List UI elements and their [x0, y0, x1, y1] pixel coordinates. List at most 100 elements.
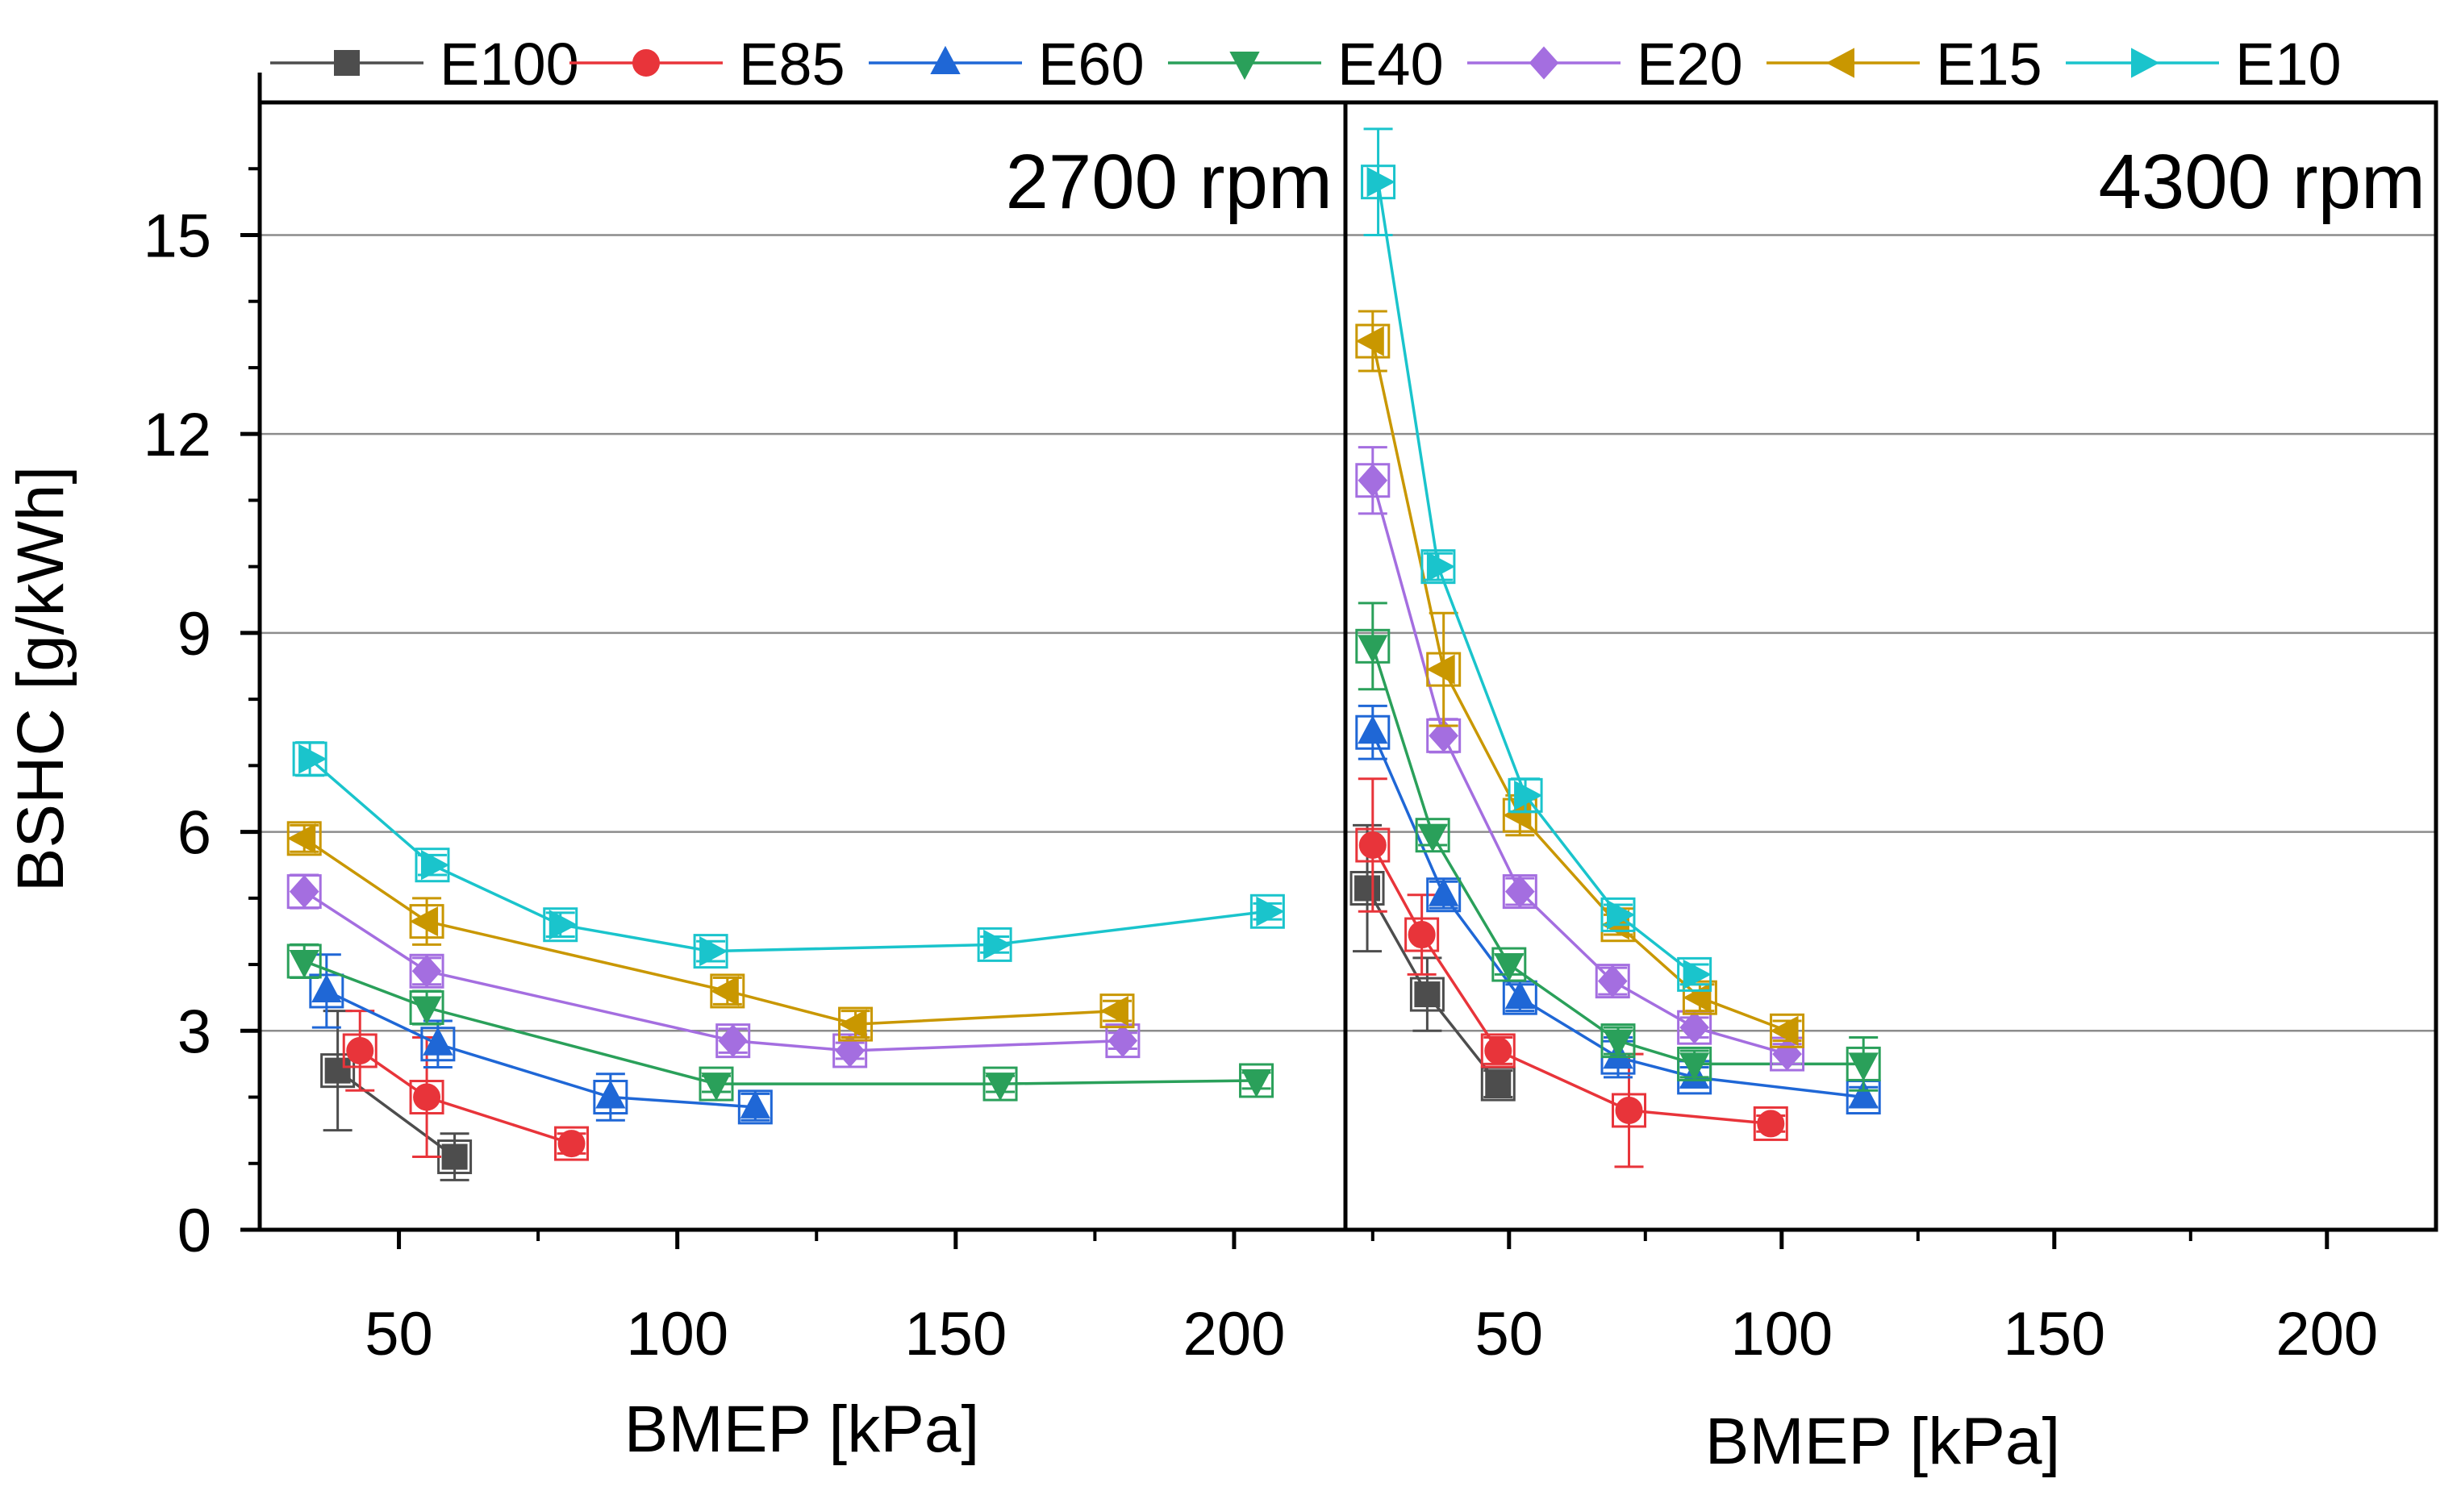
panel-2700-rpm-line-e85: [359, 1049, 573, 1145]
legend-label-e85: E85: [739, 31, 845, 98]
xerror-box: [1480, 1033, 1516, 1068]
panel-4300-rpm-point-e20-4: [1679, 1010, 1709, 1044]
panel-2700-rpm-point-e60-1: [423, 1027, 453, 1056]
y-tick-label-15: 15: [143, 202, 211, 270]
panel-4300-rpm-point-e40-3: [1603, 1029, 1633, 1058]
panel-2700-rpm-point-e10-0: [298, 744, 327, 774]
series-layer: [286, 127, 1881, 1181]
panel-4300-rpm-point-e10-3: [1607, 899, 1636, 931]
legend-label-e10: E10: [2235, 31, 2342, 98]
y-axis-label: BSHC [g/kWh]: [4, 466, 77, 893]
legend-marker-e40: [1229, 52, 1260, 81]
panel-2700-rpm-series-e85: [342, 1010, 590, 1161]
panel-2700-rpm-point-e40-1: [411, 996, 442, 1025]
xerror-box: [1349, 870, 1385, 906]
panel-2700-rpm-x-tick-label-150: 150: [904, 1300, 1007, 1368]
legend-marker-e85: [632, 49, 660, 77]
panel-4300-rpm-line-e40: [1371, 645, 1864, 1066]
panel-4300-rpm-x-tick-label-50: 50: [1475, 1300, 1544, 1368]
panel-2700-rpm-point-e15-0: [287, 823, 316, 854]
y-tick-label-3: 3: [177, 998, 211, 1066]
legend-marker-e15: [1825, 48, 1854, 78]
y-tick-label-6: 6: [177, 799, 211, 868]
legend-label-e100: E100: [440, 31, 579, 98]
panel-2700-rpm-x-tick-label-100: 100: [626, 1300, 728, 1368]
panel-2700-rpm-series-e40: [286, 943, 1274, 1102]
panel-4300-rpm-series-e85: [1355, 777, 1788, 1168]
panel-2700-rpm-point-e60-0: [311, 973, 342, 1002]
panel-2700-rpm-point-e40-2: [701, 1073, 732, 1102]
panel-4300-rpm-point-e40-4: [1679, 1052, 1710, 1081]
panel-4300-rpm-point-e60-1: [1429, 877, 1459, 906]
panel-2700-rpm-point-e85-2: [557, 1130, 586, 1158]
panel-4300-rpm-x-tick-label-200: 200: [2275, 1300, 2378, 1368]
panel-4300-rpm-point-e20-0: [1358, 464, 1388, 498]
panel-4300-rpm-x-tick-label-150: 150: [2003, 1300, 2105, 1368]
xerror-box: [320, 1053, 356, 1089]
panel-4300-rpm-point-e40-0: [1358, 635, 1388, 664]
panel-4300-rpm-point-e85-4: [1757, 1110, 1785, 1138]
xerror-box: [1753, 1106, 1788, 1141]
panel-4300-rpm-point-e20-1: [1429, 719, 1459, 752]
panel-2700-rpm-point-e20-0: [289, 875, 319, 909]
panel-2700-rpm-point-e15-1: [409, 906, 439, 937]
xerror-box: [1409, 977, 1445, 1012]
panel-2700-rpm-point-e20-3: [835, 1034, 866, 1068]
legend-item-e40: E40: [1168, 31, 1444, 98]
panel-4300-rpm-point-e10-0: [1366, 167, 1395, 198]
panel-2700-rpm-point-e100-0: [324, 1057, 351, 1084]
panel-2700-rpm-line-e40: [303, 960, 1257, 1085]
legend-marker-e20: [1529, 46, 1559, 80]
y-tick-label-12: 12: [143, 401, 211, 469]
x-axis-label-left: BMEP [kPa]: [624, 1393, 980, 1466]
xerror-box: [342, 1033, 377, 1068]
panel-4300-rpm-point-e40-5: [1848, 1052, 1879, 1081]
panel-4300-rpm-point-e20-2: [1504, 875, 1535, 909]
panel-2700-rpm-series-e10: [292, 741, 1285, 969]
panel-4300-rpm-line-e15: [1371, 340, 1788, 1032]
panel-4300-rpm-point-e85-1: [1408, 921, 1436, 949]
legend-item-e20: E20: [1467, 31, 1743, 98]
panel-4300-rpm-point-e100-0: [1354, 875, 1381, 902]
panel-2700-rpm-x-tick-label-50: 50: [365, 1300, 433, 1368]
xerror-box: [554, 1126, 590, 1161]
panel-4300-rpm-point-e20-3: [1597, 964, 1628, 998]
panel-2700-rpm-series-e100: [320, 1010, 473, 1181]
legend-label-e20: E20: [1637, 31, 1743, 98]
panel-2700-rpm-point-e15-2: [710, 976, 739, 1006]
panel-2700-rpm-point-e10-5: [1256, 896, 1285, 927]
panel-4300-rpm-x-tick-label-100: 100: [1730, 1300, 1833, 1368]
panel-4300-rpm-point-e60-2: [1504, 981, 1535, 1010]
panel-2700-rpm-point-e15-3: [838, 1009, 867, 1039]
panel-label-4300-rpm: 4300 rpm: [2098, 139, 2426, 225]
panel-2700-rpm-line-e10: [308, 757, 1268, 953]
panel-2700-rpm-series-e20: [286, 873, 1141, 1068]
panel-4300-rpm-point-e10-2: [1514, 780, 1543, 811]
panel-4300-rpm-series: [1349, 127, 1881, 1168]
panel-4300-rpm-line-e60: [1371, 731, 1864, 1099]
panel-2700-rpm-point-e10-3: [699, 935, 728, 967]
panel-2700-rpm-series-e60: [309, 953, 773, 1125]
panel-4300-rpm-point-e100-1: [1414, 981, 1441, 1008]
y-tick-label-9: 9: [177, 600, 211, 669]
panel-4300-rpm-errorbar-e85-0: [1355, 777, 1391, 913]
legend-item-e10: E10: [2066, 31, 2342, 98]
panel-2700-rpm-line-e100: [336, 1069, 456, 1158]
panel-2700-rpm-point-e40-0: [289, 949, 319, 979]
legend-item-e85: E85: [569, 31, 845, 98]
panel-2700-rpm-point-e20-2: [718, 1024, 749, 1058]
legend-marker-e60: [930, 45, 961, 74]
panel-2700-rpm-point-e10-2: [549, 910, 578, 940]
panel-2700-rpm-x-tick-label-200: 200: [1183, 1300, 1286, 1368]
legend-marker-e100: [334, 50, 360, 76]
panel-4300-rpm-point-e85-3: [1615, 1096, 1643, 1124]
panel-2700-rpm-series-e15: [286, 821, 1135, 1042]
panel-2700-rpm-point-e40-3: [985, 1073, 1016, 1102]
panel-4300-rpm-point-e85-2: [1484, 1036, 1512, 1064]
legend-label-e60: E60: [1038, 31, 1145, 98]
legend-label-e15: E15: [1936, 31, 2042, 98]
panel-4300-rpm-series-e40: [1355, 602, 1881, 1092]
x-axis-label-right: BMEP [kPa]: [1705, 1405, 2061, 1478]
xerror-box: [1355, 827, 1391, 863]
y-tick-label-0: 0: [177, 1197, 211, 1265]
